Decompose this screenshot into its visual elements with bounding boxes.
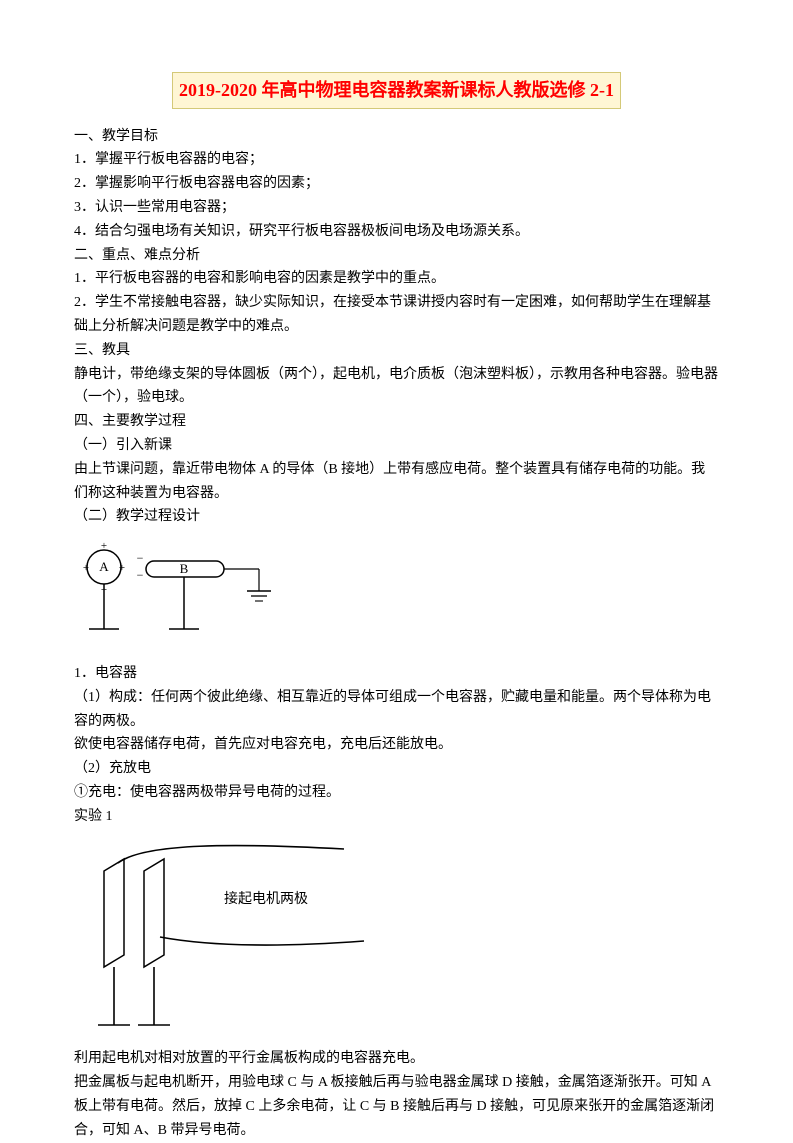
section-heading: 一、教学目标 [74, 125, 719, 149]
goal-item: 3．认识一些常用电容器； [74, 196, 719, 220]
goal-item: 2．掌握影响平行板电容器电容的因素； [74, 172, 719, 196]
diagram-charging: 接起电机两极 [74, 837, 719, 1044]
section-heading: 二、重点、难点分析 [74, 244, 719, 268]
svg-text:+: + [119, 562, 125, 574]
content-body: 欲使电容器储存电荷，首先应对电容充电，充电后还能放电。 [74, 733, 719, 757]
svg-text:+: + [83, 562, 89, 574]
diagram-label-a: A [99, 559, 109, 574]
section-heading: 三、教具 [74, 339, 719, 363]
experiment-label: 实验 1 [74, 805, 719, 829]
diagram-label-b: B [180, 561, 189, 576]
svg-text:−: − [137, 551, 144, 565]
goal-item: 4．结合匀强电场有关知识，研究平行板电容器极板间电场及电场源关系。 [74, 220, 719, 244]
svg-text:−: − [137, 568, 144, 582]
intro-body: 由上节课问题，靠近带电物体 A 的导体（B 接地）上带有感应电荷。整个装置具有储… [74, 458, 719, 506]
content-subheading: （2）充放电 [74, 757, 719, 781]
content-body: （1）构成：任何两个彼此绝缘、相互靠近的导体可组成一个电容器，贮藏电量和能量。两… [74, 686, 719, 734]
experiment-body: 利用起电机对相对放置的平行金属板构成的电容器充电。 [74, 1047, 719, 1071]
section-heading: 四、主要教学过程 [74, 410, 719, 434]
subsection-heading: （一）引入新课 [74, 434, 719, 458]
subsection-heading: （二）教学过程设计 [74, 505, 719, 529]
content-body: ①充电：使电容器两极带异号电荷的过程。 [74, 781, 719, 805]
diagram-annotation: 接起电机两极 [224, 890, 308, 907]
experiment-body: 把金属板与起电机断开，用验电球 C 与 A 板接触后再与验电器金属球 D 接触，… [74, 1071, 719, 1142]
content-heading: 1．电容器 [74, 662, 719, 686]
keypoint-item: 2．学生不常接触电容器，缺少实际知识，在接受本节课讲授内容时有一定困难，如何帮助… [74, 291, 719, 339]
goal-item: 1．掌握平行板电容器的电容； [74, 148, 719, 172]
apparatus-body: 静电计，带绝缘支架的导体圆板（两个），起电机，电介质板（泡沫塑料板），示教用各种… [74, 363, 719, 411]
svg-text:+: + [101, 540, 107, 552]
page-title: 2019-2020 年高中物理电容器教案新课标人教版选修 2-1 [172, 72, 621, 109]
keypoint-item: 1．平行板电容器的电容和影响电容的因素是教学中的重点。 [74, 267, 719, 291]
diagram-induction: A + + + + B − − [74, 537, 719, 658]
